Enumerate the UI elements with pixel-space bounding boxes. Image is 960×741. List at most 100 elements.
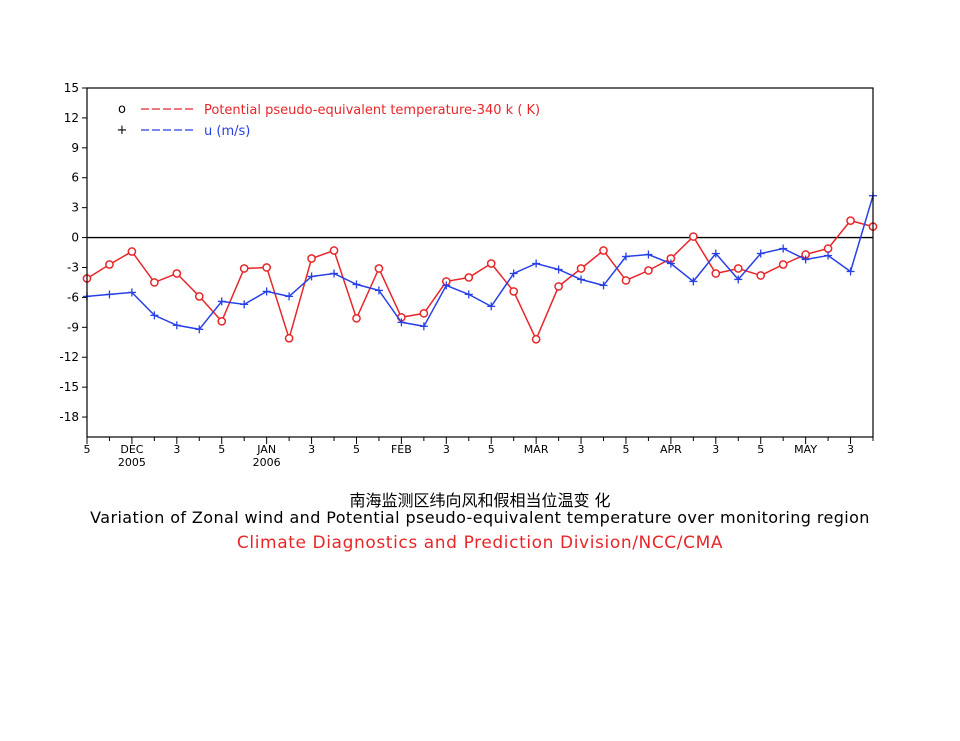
chinese-title: 南海监测区纬向风和假相当位温变 化 [349,491,611,510]
y-tick-label: 12 [64,111,79,125]
x-tick-sublabel: 2005 [118,456,146,469]
data-point-circle [756,271,766,280]
data-point-circle [531,334,541,344]
x-tick-label: 5 [218,443,225,456]
x-tick-label: 3 [443,443,450,456]
y-tick-label: -6 [67,290,79,304]
x-tick-label: 3 [578,443,585,456]
y-tick-label: 15 [64,81,79,95]
y-tick-label: -15 [59,380,79,394]
legend-marker: + [117,123,128,138]
data-point-circle [509,287,519,296]
data-point-plus [374,286,383,295]
data-point-plus [711,249,720,258]
x-tick-label: 3 [173,443,180,456]
x-tick-label: 3 [847,443,854,456]
x-tick-label: 5 [84,443,91,456]
data-point-circle [419,309,429,318]
data-point-plus [262,287,271,296]
data-point-plus [689,277,698,286]
data-point-circle [262,263,272,272]
data-point-circle [284,333,294,343]
data-point-plus [419,322,428,331]
data-point-plus [105,290,114,299]
plot-area-background [0,0,960,490]
data-point-plus [217,297,226,306]
y-tick-label: -9 [67,320,79,334]
data-point-plus [577,275,586,284]
data-point-circle [105,260,114,269]
english-title: Variation of Zonal wind and Potential ps… [90,508,870,527]
series-line [86,195,874,331]
x-tick-label: MAR [524,443,549,456]
data-point-circle [846,216,855,225]
data-point-plus [397,318,406,327]
x-tick-sublabel: 2006 [253,456,281,469]
y-tick-label: 3 [71,201,79,215]
y-tick-label: -18 [59,410,79,424]
y-axis: 15 12 9 6 3 0 -3 -6 -9 -12 -15 -18 [59,81,87,424]
data-point-plus [779,244,788,253]
data-point-plus [464,290,473,299]
legend-entry-2: + u (m/s) [117,123,251,139]
data-point-plus [509,269,518,278]
data-point-circle [823,244,833,253]
data-point-plus [195,325,204,334]
data-point-plus [352,280,361,289]
data-point-plus [644,250,653,259]
legend-entry-1: o Potential pseudo-equivalent temperature… [118,102,540,118]
data-point-circle [576,264,586,273]
data-point-plus [442,281,451,290]
data-point-plus [330,269,339,278]
data-point-circle [150,278,159,287]
legend: o Potential pseudo-equivalent temperature… [117,102,541,139]
data-point-plus [307,272,316,281]
y-tick-label: 9 [71,141,79,155]
y-tick-label: -12 [59,350,79,364]
y-tick-label: 0 [71,231,79,245]
data-point-plus [734,275,743,284]
x-tick-label: JAN [256,443,276,456]
data-point-plus [240,300,249,309]
data-point-circle [217,316,227,326]
y-tick-label: 6 [71,171,79,185]
x-tick-label: 3 [308,443,315,456]
data-point-circle [711,269,721,278]
data-point-circle [172,269,182,278]
data-point-plus [554,265,563,274]
series-layer [82,191,878,344]
data-point-circle [352,313,361,323]
data-point-plus [824,251,833,260]
x-tick-label: MAY [794,443,817,456]
x-tick-label: DEC [120,443,143,456]
data-point-circle [464,273,474,282]
data-point-circle [329,246,339,255]
legend-marker: o [118,102,126,117]
data-point-circle [307,254,316,263]
data-point-plus [285,292,294,301]
data-point-plus [666,259,675,268]
data-point-plus [150,311,159,320]
data-point-circle [194,292,204,301]
x-tick-label: 5 [757,443,764,456]
data-point-plus [127,288,136,297]
organization-credit: Climate Diagnostics and Prediction Divis… [236,533,724,553]
data-point-plus [487,302,496,311]
legend-label: Potential pseudo-equivalent temperature-… [204,103,540,118]
x-tick-label: FEB [391,443,412,456]
data-point-circle [127,247,137,256]
data-point-plus [599,281,608,290]
data-point-circle [621,276,631,285]
data-point-plus [846,267,855,276]
plot-frame [86,87,874,438]
y-tick-label: -3 [67,260,79,274]
data-point-plus [801,255,810,264]
x-tick-label: 3 [712,443,719,456]
data-point-circle [486,259,496,268]
data-point-plus [756,249,765,258]
data-point-circle [374,264,384,273]
series-2 [83,191,877,334]
data-point-plus [532,259,541,268]
series-1 [82,216,878,344]
